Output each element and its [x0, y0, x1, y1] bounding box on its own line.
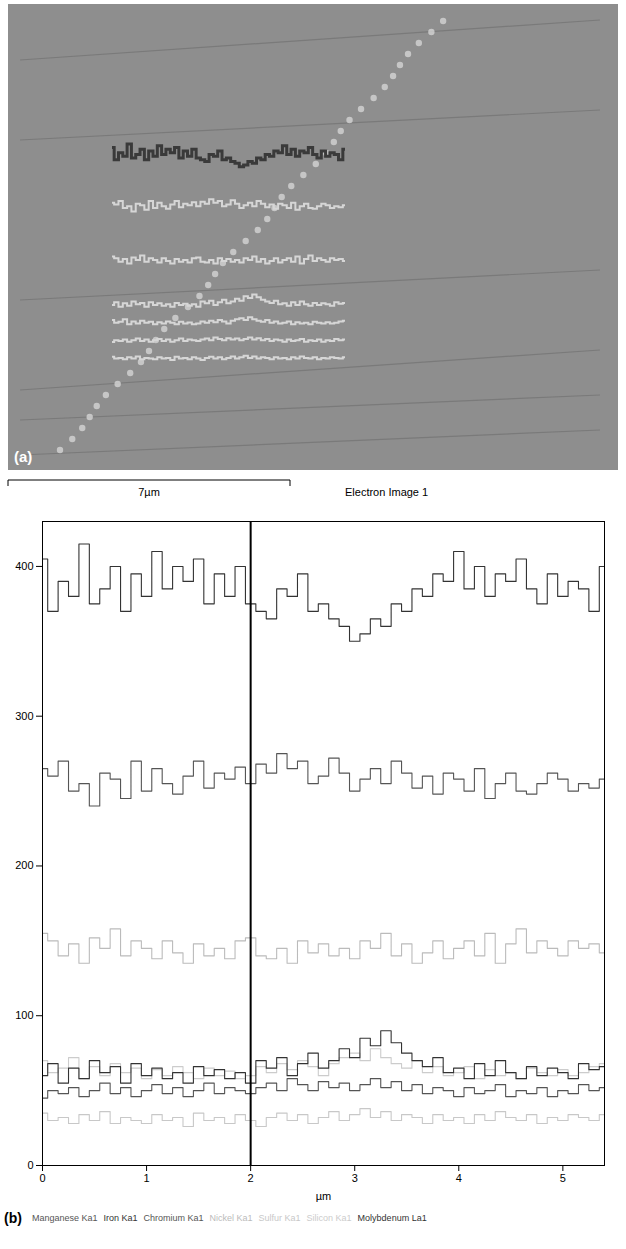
- svg-text:3: 3: [352, 1172, 358, 1184]
- svg-text:2: 2: [248, 1172, 254, 1184]
- svg-text:300: 300: [15, 710, 33, 722]
- html-text:Chromium Ka1: Chromium Ka1: [143, 1213, 204, 1223]
- html-text:Manganese Ka1: Manganese Ka1: [31, 1213, 98, 1223]
- svg-text:Electron Image 1: Electron Image 1: [345, 486, 428, 498]
- svg-text:100: 100: [15, 1009, 33, 1021]
- html-text:(b): (b): [4, 1210, 22, 1226]
- svg-text:1: 1: [144, 1172, 150, 1184]
- svg-text:µm: µm: [316, 1190, 332, 1202]
- svg-text:0: 0: [39, 1172, 45, 1184]
- html-text:Iron Ka1: Iron Ka1: [103, 1213, 138, 1223]
- svg-text:(a): (a): [14, 448, 32, 465]
- svg-text:4: 4: [456, 1172, 462, 1184]
- svg-text:0: 0: [27, 1159, 33, 1171]
- svg-text:5: 5: [560, 1172, 566, 1184]
- html-text:Sulfur Ka1: Sulfur Ka1: [258, 1213, 301, 1223]
- html-text:Nickel Ka1: Nickel Ka1: [209, 1213, 253, 1223]
- html-text:Molybdenum La1: Molybdenum La1: [357, 1213, 427, 1223]
- svg-text:400: 400: [15, 560, 33, 572]
- svg-text:200: 200: [15, 859, 33, 871]
- html-text:Silicon Ka1: Silicon Ka1: [306, 1213, 352, 1223]
- svg-text:7µm: 7µm: [138, 486, 160, 498]
